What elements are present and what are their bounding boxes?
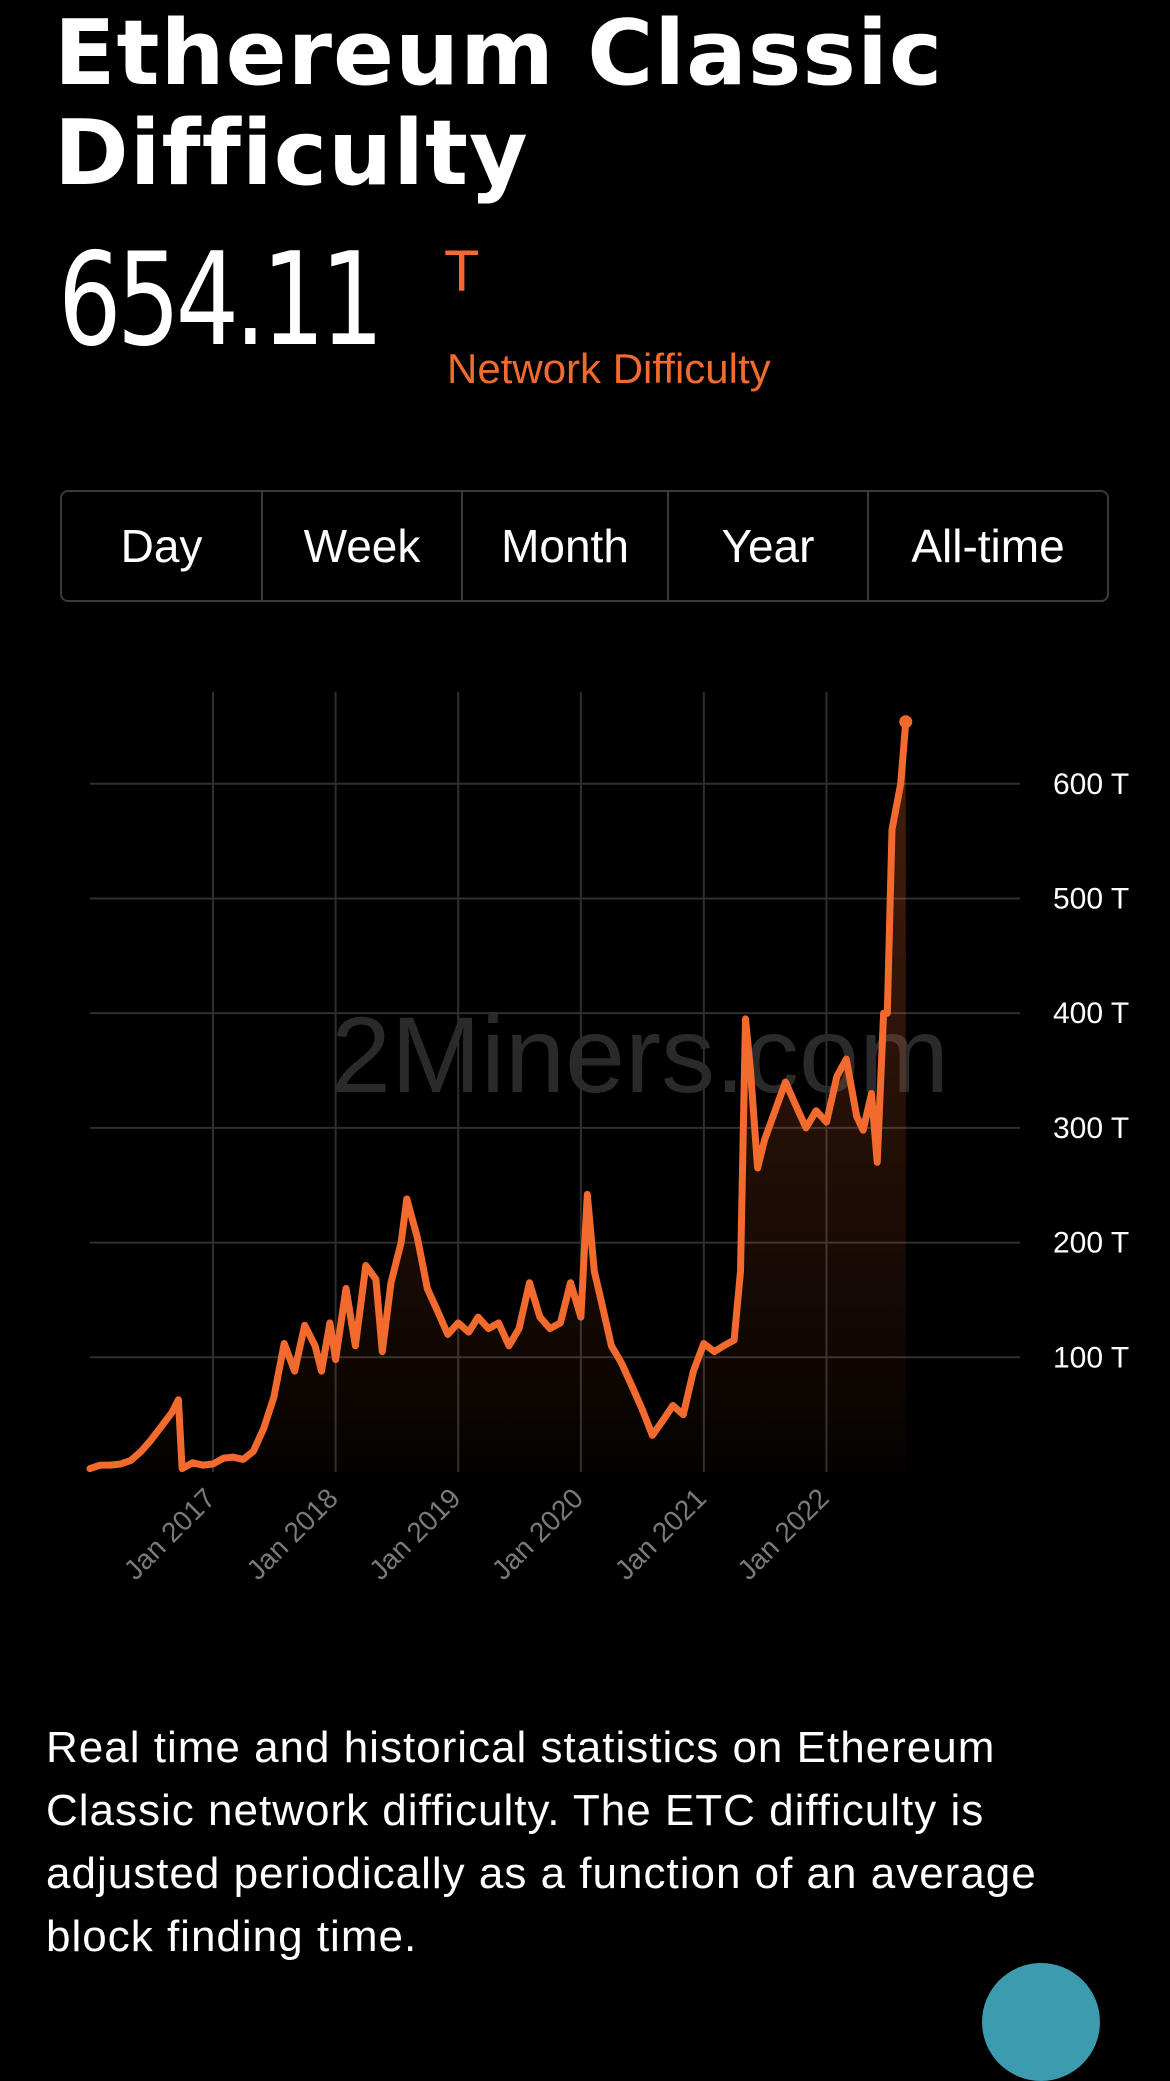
time-range-tabs: Day Week Month Year All-time [60,490,1109,602]
difficulty-unit: T [444,239,480,304]
x-tick-label: Jan 2020 [486,1482,589,1585]
y-tick-label: 400 T [1053,997,1129,1030]
x-tick-label: Jan 2022 [731,1482,834,1585]
tab-all-time[interactable]: All-time [911,520,1065,572]
page-title: Ethereum Classic Difficulty [54,1,944,206]
y-tick-label: 600 T [1053,768,1129,801]
y-tick-label: 100 T [1053,1341,1129,1374]
series-line [86,718,910,1473]
x-tick-label: Jan 2019 [363,1482,466,1585]
x-tick-label: Jan 2018 [240,1482,343,1585]
y-tick-label: 300 T [1053,1112,1129,1145]
y-axis-labels: 100 T 200 T 300 T 400 T 500 T 600 T [1053,768,1129,1375]
difficulty-caption: Network Difficulty [447,345,771,392]
x-axis-labels: Jan 2017 Jan 2018 Jan 2019 Jan 2020 Jan 2021… [118,1482,835,1585]
tab-day[interactable]: Day [62,492,263,600]
description: Real time and historical statistics on E… [46,1723,1037,1961]
x-tick-label: Jan 2021 [609,1482,712,1585]
last-data-point[interactable] [899,715,913,729]
tab-year[interactable]: Year [669,492,869,600]
chat-button[interactable] [982,1963,1100,2081]
difficulty-value: 654.11 [58,226,384,375]
series-area [90,721,906,1472]
tab-month[interactable]: Month [463,492,669,600]
tab-week[interactable]: Week [263,492,463,600]
x-tick-label: Jan 2017 [118,1482,221,1585]
y-tick-label: 500 T [1053,882,1129,915]
y-tick-label: 200 T [1053,1227,1129,1260]
